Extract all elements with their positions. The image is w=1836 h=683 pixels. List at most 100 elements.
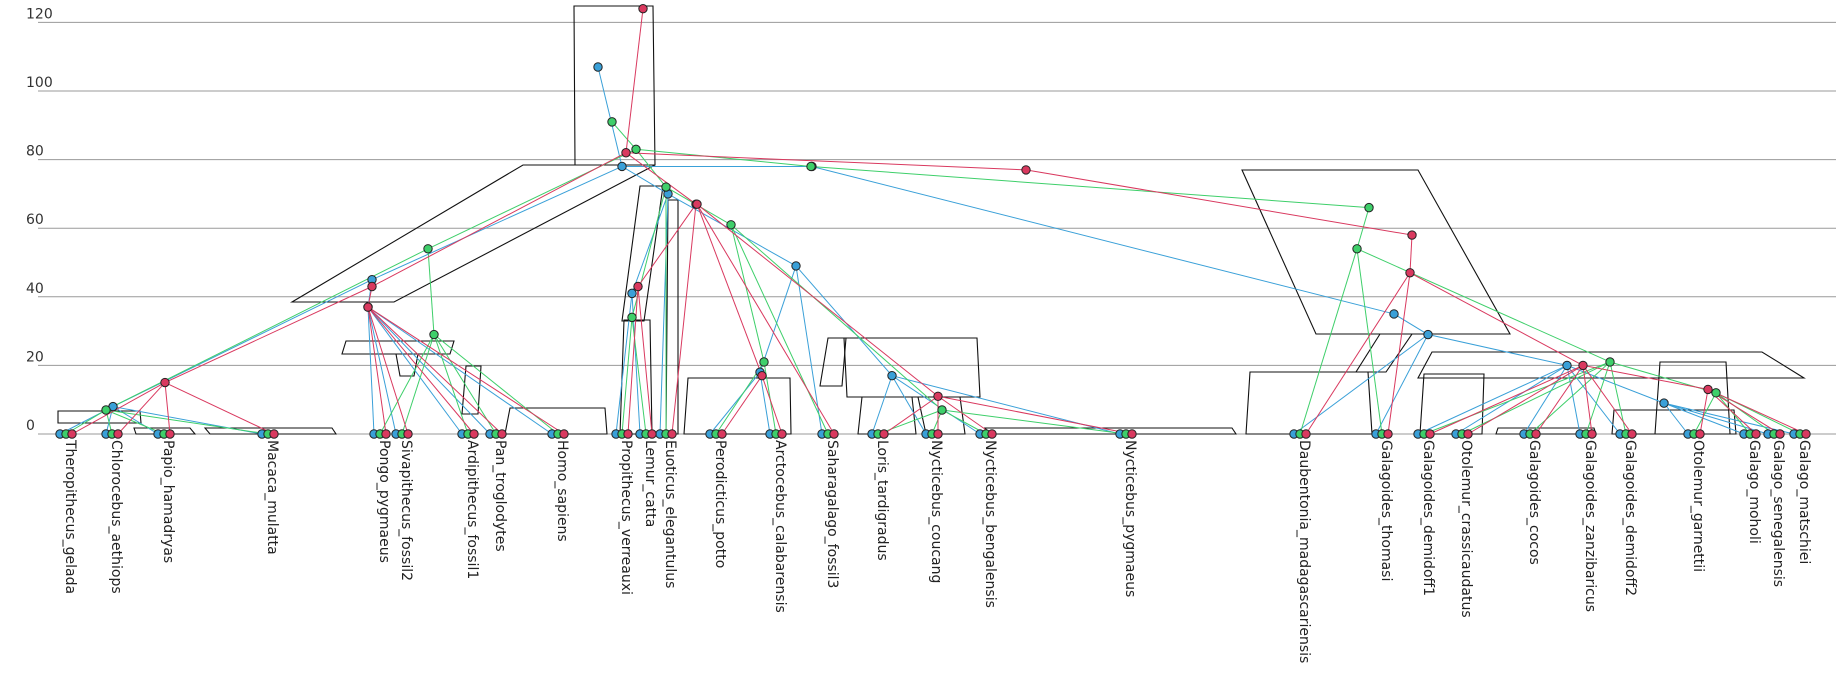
branch-green xyxy=(433,334,497,435)
branch-red xyxy=(637,203,697,287)
branch-red xyxy=(164,382,171,435)
taxon-label: Nycticebus_bengalensis xyxy=(982,440,998,608)
clade-outline-catarrhini xyxy=(57,410,142,424)
taxon-label: Pan_troglodytes xyxy=(492,440,508,552)
clade-outline-ardipithecus xyxy=(461,365,482,415)
leaf-node-red xyxy=(647,429,657,439)
branch-green xyxy=(611,121,637,150)
node-root-green xyxy=(607,117,617,127)
branch-blue xyxy=(1427,334,1568,366)
branch-red xyxy=(164,286,373,384)
node-potto_group-red xyxy=(757,370,767,381)
branch-green xyxy=(1356,248,1383,435)
leaf-node-red xyxy=(469,429,479,439)
branch-blue xyxy=(1566,365,1581,435)
node-anthropoid_lorisiform_split-red xyxy=(621,148,631,158)
leaf-node-red xyxy=(623,429,633,439)
branch-red xyxy=(761,375,783,435)
taxon-label: Pongo_pygmaeus xyxy=(376,440,392,563)
branch-green xyxy=(730,224,943,411)
leaf-node-red xyxy=(1695,429,1705,439)
node-hominoidea-red xyxy=(363,302,373,312)
tree-branches xyxy=(59,8,1807,435)
branch-red xyxy=(883,395,939,435)
leaf-node-red xyxy=(1383,429,1393,439)
branch-red xyxy=(367,306,475,435)
taxon-label: Galago_senegalensis xyxy=(1770,440,1786,587)
branch-green xyxy=(433,334,559,435)
branch-green xyxy=(730,224,765,363)
leaf-node-red xyxy=(1463,429,1473,439)
branch-green xyxy=(730,224,829,435)
branch-green xyxy=(1423,361,1611,435)
node-root-red xyxy=(638,3,648,14)
node-potto_group-green xyxy=(759,357,769,367)
leaf-node-red xyxy=(1425,429,1435,439)
node-strepsirrhini-green xyxy=(661,182,671,192)
branch-green xyxy=(941,409,1127,435)
branch-blue xyxy=(1663,402,1689,435)
branch-red xyxy=(1387,272,1411,435)
leaf-node-red xyxy=(1587,429,1597,439)
branch-green xyxy=(427,248,435,335)
branch-blue xyxy=(1417,364,1568,435)
node-galagidae_root-red xyxy=(1021,165,1031,175)
branch-blue xyxy=(621,166,669,195)
branch-blue xyxy=(1393,313,1429,335)
branch-blue xyxy=(367,307,375,435)
branch-green xyxy=(877,409,943,435)
branch-green xyxy=(1715,392,1751,435)
branch-red xyxy=(637,286,653,435)
taxon-label: Sivapithecus_fossil2 xyxy=(398,440,414,581)
branch-red xyxy=(1699,389,1709,435)
branch-red xyxy=(1582,364,1709,390)
clade-outline-perodicticus xyxy=(683,377,792,435)
branch-red xyxy=(696,203,835,435)
branch-blue xyxy=(659,193,669,435)
leaf-node-red xyxy=(269,429,279,439)
taxon-label: Loris_tardigradus xyxy=(874,440,890,561)
taxon-label: Otolemur_garnettii xyxy=(1690,440,1706,572)
branch-green xyxy=(433,334,469,435)
clade-outline-nycticebus xyxy=(857,396,917,435)
branch-red xyxy=(937,395,993,435)
node-haplorhini-green xyxy=(423,244,433,254)
branch-green xyxy=(1356,248,1611,363)
clade-outline-papio xyxy=(133,427,197,435)
taxon-label: Macaca_mulatta xyxy=(264,440,280,555)
node-lorisidae-red xyxy=(692,199,702,209)
leaf-node-red xyxy=(559,429,569,439)
node-lemuriformes-blue xyxy=(627,288,637,299)
branch-red xyxy=(1467,364,1584,435)
branch-green xyxy=(1299,248,1358,435)
taxon-label: Galagoides_zanzibaricus xyxy=(1582,440,1598,612)
node-root-blue xyxy=(593,62,603,72)
branch-blue xyxy=(759,265,797,373)
clade-outline-galago xyxy=(1654,361,1731,435)
branch-green xyxy=(1356,207,1370,249)
clade-outline-macaca xyxy=(203,427,338,435)
taxon-label: Homo_sapiens xyxy=(554,440,570,542)
branch-blue xyxy=(371,166,623,281)
branch-green xyxy=(105,409,165,435)
node-loris_group-blue xyxy=(887,370,897,381)
taxon-label: Daubentonia_madagascariensis xyxy=(1296,440,1312,663)
y-tick-label-100: 100 xyxy=(26,75,53,91)
clade-outline-euoticus xyxy=(665,199,679,435)
clade-outline-lemuriformes xyxy=(621,185,664,322)
branch-red xyxy=(1409,272,1584,366)
y-tick-label-60: 60 xyxy=(26,212,44,228)
branch-green xyxy=(401,334,435,435)
clade-outline-loris xyxy=(843,337,981,398)
branch-red xyxy=(367,306,409,435)
node-galago_moholi_group-green xyxy=(1711,388,1721,398)
leaf-node-red xyxy=(829,429,839,439)
branch-blue xyxy=(1566,365,1621,435)
leaf-node-red xyxy=(113,429,123,439)
leaf-node-red xyxy=(667,429,677,439)
leaf-node-red xyxy=(1627,429,1637,439)
node-hominoidea-green xyxy=(429,329,439,340)
branch-blue xyxy=(367,306,553,435)
branch-green xyxy=(810,165,1370,209)
